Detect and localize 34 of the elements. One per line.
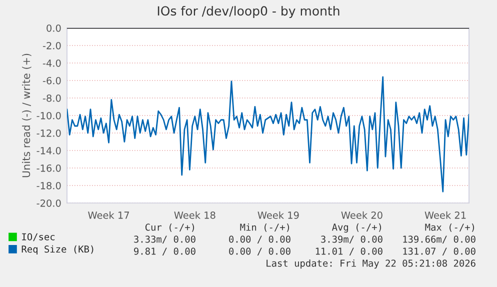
- y-tick-label: -16.0: [36, 164, 61, 172]
- x-tick-label: Week 18: [174, 211, 216, 219]
- y-tick-label: -4.0: [42, 59, 61, 67]
- y-tick-label: -12.0: [36, 129, 61, 137]
- y-tick-label: -2.0: [42, 42, 61, 50]
- text: Cur (-/+): [145, 223, 194, 232]
- text: 0.00 / 0.00: [229, 248, 290, 256]
- line-series: [67, 76, 469, 192]
- legend-label: IO/sec: [22, 233, 55, 242]
- text: 139.66m/ 0.00: [403, 236, 476, 244]
- text: 131.07 / 0.00: [403, 248, 476, 256]
- x-tick-label: Week 19: [258, 211, 299, 219]
- chart-title: IOs for /dev/loop0 - by month: [158, 6, 340, 18]
- y-tick-label: 0.0: [46, 24, 61, 32]
- y-tick-label: -10.0: [36, 112, 61, 120]
- text: 9.81 / 0.00: [134, 248, 196, 256]
- text: 3.39m/ 0.00: [321, 236, 382, 244]
- x-tick-label: Week 17: [88, 211, 129, 219]
- text: Avg (-/+): [332, 223, 382, 233]
- x-tick-label: Week 20: [341, 211, 382, 219]
- y-tick-label: -6.0: [42, 76, 61, 84]
- y-axis-title: Units read (-) / write (+): [22, 54, 32, 178]
- text: 0.00 / 0.00: [229, 236, 290, 244]
- y-tick-label: -18.0: [36, 182, 61, 190]
- legend-label: Req Size (KB): [22, 245, 94, 255]
- y-tick-label: -8.0: [42, 94, 61, 102]
- text: Last update: Fri May 22 05:21:08 2026: [266, 259, 476, 269]
- text: Min (-/+): [240, 223, 290, 232]
- text: 3.33m/ 0.00: [134, 236, 196, 244]
- x-tick-label: Week 21: [424, 211, 466, 219]
- text: 11.01 / 0.00: [316, 248, 382, 256]
- y-tick-label: -14.0: [36, 146, 61, 154]
- y-tick-label: -20.0: [36, 199, 61, 207]
- text: Max (-/+): [425, 223, 474, 232]
